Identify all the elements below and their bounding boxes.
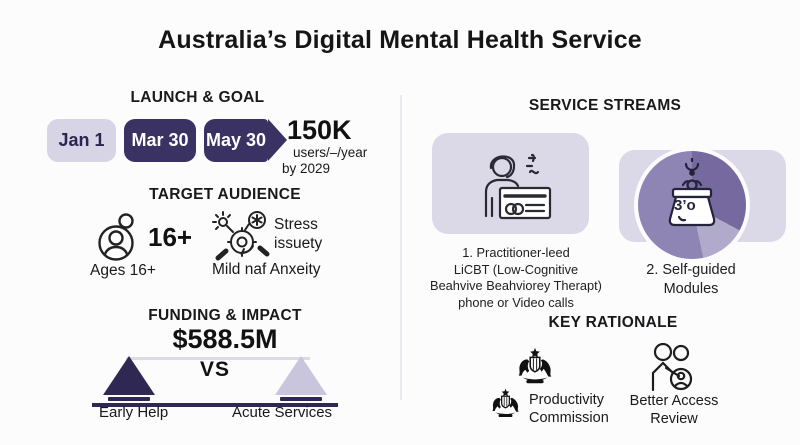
practitioner-card-icon	[463, 146, 559, 222]
rationale-line: Better Access	[629, 393, 719, 409]
triangle-base-right	[280, 397, 322, 401]
bag-label: 3’o	[674, 197, 696, 214]
productivity-commission-label: Productivity Commission	[529, 391, 609, 427]
caption-line: 1. Practitioner-leed	[462, 245, 570, 260]
rationale-line: Commission	[529, 410, 609, 427]
stress-icon	[212, 211, 270, 263]
coat-of-arms-icon	[487, 388, 524, 420]
milestone-chip-may30: May 30	[204, 119, 287, 162]
caption-line: 2. Self-guided	[646, 262, 736, 278]
early-help-triangle	[103, 356, 155, 395]
milestone-label: Mar 30	[131, 130, 189, 150]
launch-goal-header: LAUNCH & GOAL	[130, 89, 265, 106]
audience-age-label: 16+	[148, 222, 193, 252]
early-help-label: Early Help	[99, 404, 169, 421]
milestone-chip-mar30: Mar 30	[124, 119, 196, 162]
stress-line: issuety	[274, 235, 323, 253]
better-access-review-label: Better Access Review	[612, 392, 736, 428]
rationale-line: Review	[650, 411, 698, 428]
stream-caption-practitioner: 1. Practitioner-leed LiCBT (Low-Cognitiv…	[428, 245, 604, 312]
caption-line: Modules	[663, 280, 719, 297]
funding-balance-graphic: VS	[92, 352, 338, 408]
rationale-line: Productivity	[529, 392, 604, 408]
caption-line: phone or Video calls	[458, 294, 574, 310]
column-divider	[400, 95, 402, 400]
funding-amount: $588.5M	[172, 324, 278, 354]
caption-line: Beahvive Beahviorey Therapt)	[430, 278, 602, 294]
balance-beam	[126, 357, 310, 360]
triangle-base-left	[108, 397, 150, 401]
acute-services-label: Acute Services	[232, 404, 333, 421]
vs-label: VS	[199, 358, 230, 381]
stress-line: Stress	[274, 216, 318, 233]
funding-impact-header: FUNDING & IMPACT	[148, 307, 302, 324]
goal-block: 150K users/–/year by 2029	[282, 116, 367, 176]
target-audience-header: TARGET AUDIENCE	[149, 186, 301, 203]
goal-unit: users/–/year	[293, 145, 368, 161]
coat-of-arms-icon	[512, 347, 558, 387]
key-rationale-header: KEY RATIONALE	[548, 314, 678, 331]
balance-baseline	[92, 403, 338, 407]
milestone-chip-jan1: Jan 1	[47, 119, 116, 162]
caption-line: LiCBT (Low-Cognitive	[453, 261, 579, 277]
audience-stress-caption: Mild naf Anxeity	[212, 261, 321, 278]
person-16plus-icon	[95, 213, 147, 263]
page-title: Australia’s Digital Mental Health Servic…	[158, 26, 642, 54]
milestone-label: Jan 1	[58, 130, 105, 150]
audience-age-caption: Ages 16+	[90, 262, 156, 279]
milestone-label: May 30	[205, 130, 267, 150]
stream-caption-selfguided: 2. Self-guided Modules	[622, 261, 760, 298]
gift-bag-pie-icon	[659, 158, 725, 244]
people-review-icon	[650, 343, 694, 391]
goal-deadline: by 2029	[282, 160, 331, 176]
service-streams-header: SERVICE STREAMS	[528, 97, 682, 114]
goal-value: 150K	[287, 115, 352, 145]
audience-stress-label: Stress issuety	[274, 215, 322, 254]
acute-services-triangle	[275, 356, 327, 395]
